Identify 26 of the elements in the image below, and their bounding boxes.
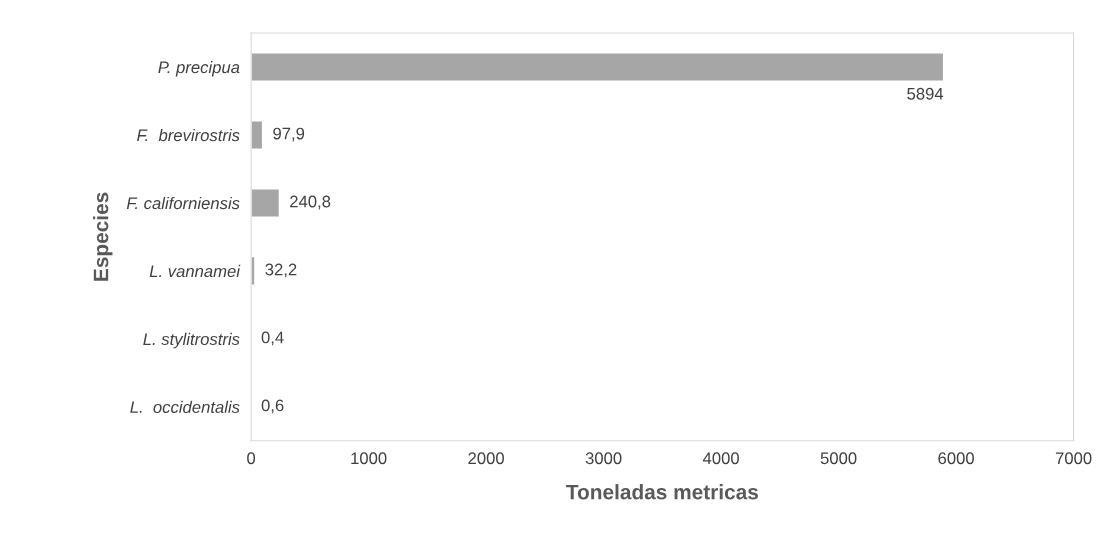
x-tick-label: 3000 — [585, 452, 622, 465]
x-tick-label: 1000 — [351, 452, 387, 465]
x-tick-label: 4000 — [702, 452, 739, 465]
bar — [251, 255, 256, 286]
y-tick-label: P. precipua — [158, 61, 240, 77]
data-label: 0,6 — [261, 399, 284, 414]
data-label: 32,2 — [265, 263, 297, 278]
y-tick-label: F. californiensis — [126, 196, 240, 210]
x-tick-label: 6000 — [938, 452, 974, 465]
x-axis-title: Toneladas metricas — [566, 484, 758, 500]
x-tick-label: 2000 — [468, 452, 504, 465]
y-tick-label: L. occidentalis — [130, 400, 240, 414]
data-label: 0,4 — [261, 331, 284, 346]
data-label: 97,9 — [273, 127, 305, 142]
data-label: 5894 — [907, 87, 944, 100]
bar — [251, 52, 945, 83]
y-tick-label: L. vannamei — [149, 264, 241, 278]
x-tick-label: 0 — [247, 452, 256, 465]
y-tick-label: F. brevirostris — [137, 128, 240, 142]
bar — [251, 187, 281, 218]
bar — [251, 120, 264, 150]
y-tick-label: L. stylitrostris — [143, 332, 240, 349]
data-label: 240,8 — [290, 195, 331, 210]
x-tick-label: 5000 — [820, 452, 857, 465]
y-axis-title: Especies — [93, 192, 113, 281]
x-tick-label: 7000 — [1055, 452, 1092, 465]
